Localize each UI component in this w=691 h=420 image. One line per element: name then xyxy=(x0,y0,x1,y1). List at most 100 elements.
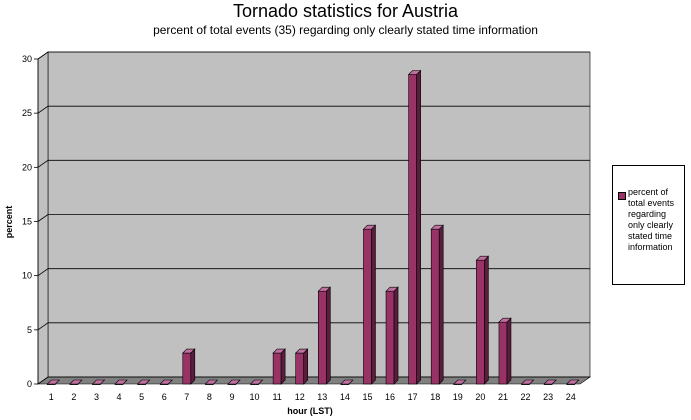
bar xyxy=(385,286,399,385)
bar-top xyxy=(430,224,444,230)
y-tick-label: 5 xyxy=(27,325,32,335)
bar xyxy=(114,379,128,385)
bar-top xyxy=(272,348,286,354)
x-tick-label: 11 xyxy=(272,392,281,402)
bar xyxy=(159,379,173,385)
bar-front xyxy=(408,74,417,385)
x-tick-label: 1 xyxy=(49,392,54,402)
bar xyxy=(204,379,219,385)
bar xyxy=(69,379,83,385)
bar-side xyxy=(438,224,444,385)
bar-side xyxy=(416,69,421,385)
bar-top xyxy=(385,286,399,292)
bar-front xyxy=(498,321,508,385)
bar xyxy=(543,379,557,385)
y-tick-label: 10 xyxy=(22,271,32,281)
x-axis-label: hour (LST) xyxy=(287,406,333,416)
x-tick-label: 4 xyxy=(117,392,122,402)
bar-top xyxy=(565,379,580,385)
bar xyxy=(46,379,61,385)
bar xyxy=(498,317,512,385)
x-tick-label: 3 xyxy=(94,392,99,402)
bar-top xyxy=(294,348,309,354)
bar-side xyxy=(506,317,512,385)
x-tick-label: 6 xyxy=(162,392,167,402)
bar-top xyxy=(543,379,557,385)
y-tick-label: 15 xyxy=(22,217,32,227)
x-tick-label: 20 xyxy=(475,392,485,402)
bar-top xyxy=(249,379,264,385)
bar-side xyxy=(190,348,196,385)
bar xyxy=(294,348,309,385)
bar-front xyxy=(317,290,327,385)
bar xyxy=(430,224,444,385)
bar xyxy=(249,379,264,385)
gridline xyxy=(37,51,590,60)
bar-top xyxy=(520,379,535,385)
x-tick-label: 22 xyxy=(521,392,531,402)
legend-swatch xyxy=(618,192,626,200)
chart-title: Tornado statistics for Austria xyxy=(232,1,459,21)
bar xyxy=(362,224,377,385)
y-tick-label: 20 xyxy=(22,162,32,172)
y-tick-label: 30 xyxy=(22,54,32,64)
y-tick-label: 0 xyxy=(27,379,32,389)
bar xyxy=(407,69,422,385)
x-tick-label: 8 xyxy=(207,392,212,402)
bar xyxy=(136,379,151,385)
legend-label: percent of total events regarding only c… xyxy=(628,187,675,252)
bar-top xyxy=(317,286,332,292)
bar-front xyxy=(182,352,192,385)
x-tick-label: 13 xyxy=(317,392,327,402)
x-tick-label: 15 xyxy=(362,392,372,402)
bar-side xyxy=(371,224,376,385)
x-tick-label: 9 xyxy=(229,392,234,402)
bar xyxy=(317,286,332,385)
y-tick-label: 25 xyxy=(22,108,32,118)
bar-top xyxy=(475,255,490,261)
bar xyxy=(340,379,354,385)
bars xyxy=(46,69,580,385)
y-axis-label: percent xyxy=(4,206,14,239)
x-tick-label: 2 xyxy=(71,392,76,402)
bar-side xyxy=(303,348,309,385)
bar xyxy=(227,379,241,385)
bar xyxy=(520,379,535,385)
bar-top xyxy=(362,224,377,230)
bar-top xyxy=(182,348,196,354)
x-tick-label: 23 xyxy=(543,392,553,402)
bar-top xyxy=(136,379,151,385)
x-tick-label: 14 xyxy=(340,392,350,402)
bar-top xyxy=(159,379,173,385)
bar-top xyxy=(114,379,128,385)
bar xyxy=(91,379,106,385)
bar-side xyxy=(393,286,399,385)
y-axis-ticks: 0 5 10 15 20 25 30 xyxy=(22,54,38,389)
bar-top xyxy=(91,379,106,385)
x-tick-label: 17 xyxy=(408,392,418,402)
x-tick-label: 7 xyxy=(184,392,189,402)
bar-side xyxy=(325,286,331,385)
bar-side xyxy=(280,348,286,385)
bar-front xyxy=(476,259,485,385)
bar-top xyxy=(340,379,354,385)
bar xyxy=(182,348,196,385)
bar xyxy=(565,379,580,385)
x-tick-label: 5 xyxy=(139,392,144,402)
bar-top xyxy=(69,379,83,385)
bar-top xyxy=(453,379,467,385)
bar-front xyxy=(385,290,395,385)
bar-front xyxy=(295,352,305,385)
x-tick-label: 24 xyxy=(566,392,576,402)
bar-front xyxy=(363,228,372,385)
legend: percent of total events regarding only c… xyxy=(612,165,685,285)
bar-side xyxy=(484,255,489,385)
bar-top xyxy=(46,379,61,385)
bar xyxy=(453,379,467,385)
x-tick-label: 19 xyxy=(453,392,463,402)
bar-top xyxy=(498,317,512,323)
chart-subtitle: percent of total events (35) regarding o… xyxy=(153,23,538,37)
x-tick-label: 16 xyxy=(385,392,395,402)
x-tick-label: 18 xyxy=(430,392,440,402)
